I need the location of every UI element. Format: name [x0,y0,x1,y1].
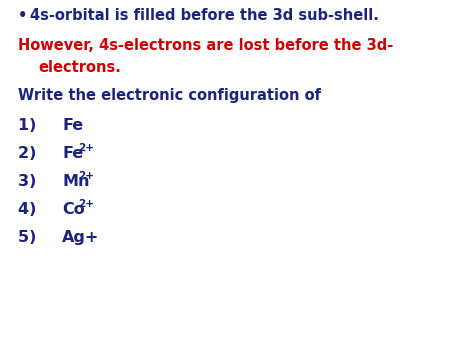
Text: Fe: Fe [62,146,83,161]
Text: 2+: 2+ [78,143,94,153]
Text: 2+: 2+ [78,199,94,209]
Text: Mn: Mn [62,174,90,189]
Text: 1): 1) [18,118,48,133]
Text: electrons.: electrons. [38,60,121,75]
Text: 3): 3) [18,174,48,189]
Text: Write the electronic configuration of: Write the electronic configuration of [18,88,321,103]
Text: 2): 2) [18,146,48,161]
Text: Co: Co [62,202,85,217]
Text: •: • [18,8,27,23]
Text: 4): 4) [18,202,48,217]
Text: 2+: 2+ [78,171,94,181]
Text: 5): 5) [18,230,48,245]
Text: Fe: Fe [62,118,83,133]
Text: Ag+: Ag+ [62,230,99,245]
Text: 4s-orbital is filled before the 3d sub-shell.: 4s-orbital is filled before the 3d sub-s… [30,8,379,23]
Text: However, 4s-electrons are lost before the 3d-: However, 4s-electrons are lost before th… [18,38,393,53]
